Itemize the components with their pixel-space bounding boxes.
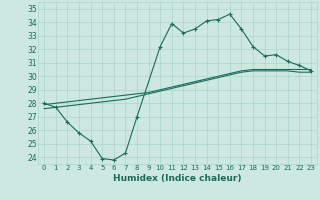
X-axis label: Humidex (Indice chaleur): Humidex (Indice chaleur) bbox=[113, 174, 242, 183]
